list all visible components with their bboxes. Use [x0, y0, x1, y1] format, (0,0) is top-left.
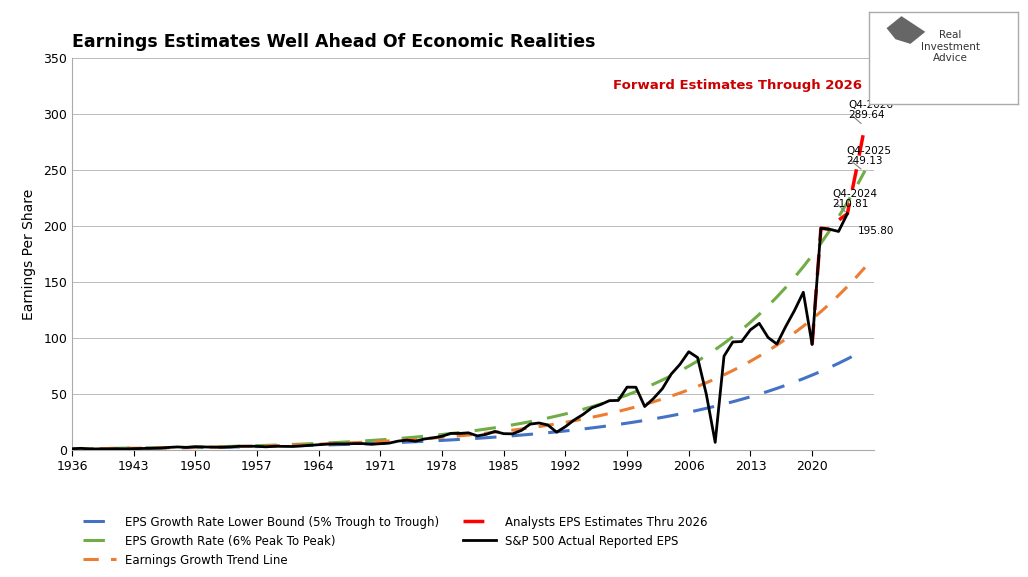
S&P 500 Actual Reported EPS	[172, 444, 184, 451]
Analysts EPS Estimates Thru 2026	[823, 226, 836, 233]
Earnings Growth Trend Line	[162, 444, 175, 451]
EPS Growth Rate (6% Peak To Peak)	[858, 167, 871, 174]
EPS Growth Rate Lower Bound (5% Trough to Trough)	[66, 445, 78, 452]
Text: 289.64: 289.64	[848, 110, 885, 120]
EPS Growth Rate Lower Bound (5% Trough to Trough)	[735, 396, 747, 403]
EPS Growth Rate (6% Peak To Peak)	[251, 442, 263, 449]
Analysts EPS Estimates Thru 2026	[841, 210, 853, 217]
S&P 500 Actual Reported EPS	[83, 445, 96, 452]
Text: Q4-2024: Q4-2024	[833, 189, 877, 198]
Text: Real
Investment
Advice: Real Investment Advice	[921, 30, 980, 63]
Earnings Growth Trend Line	[735, 362, 747, 369]
Analysts EPS Estimates Thru 2026	[858, 122, 871, 129]
EPS Growth Rate (6% Peak To Peak)	[833, 213, 845, 220]
Analysts EPS Estimates Thru 2026	[850, 167, 862, 174]
S&P 500 Actual Reported EPS	[233, 443, 246, 449]
S&P 500 Actual Reported EPS	[471, 432, 483, 439]
Analysts EPS Estimates Thru 2026	[815, 225, 828, 232]
EPS Growth Rate Lower Bound (5% Trough to Trough)	[841, 355, 853, 362]
Earnings Growth Trend Line	[833, 292, 845, 299]
Text: 249.13: 249.13	[846, 156, 883, 166]
S&P 500 Actual Reported EPS	[66, 445, 78, 452]
EPS Growth Rate (6% Peak To Peak)	[841, 199, 853, 206]
EPS Growth Rate Lower Bound (5% Trough to Trough)	[162, 444, 175, 451]
Text: Forward Estimates Through 2026: Forward Estimates Through 2026	[613, 79, 861, 92]
Earnings Growth Trend Line	[268, 442, 281, 449]
Earnings Growth Trend Line	[841, 283, 853, 290]
Line: Analysts EPS Estimates Thru 2026: Analysts EPS Estimates Thru 2026	[812, 125, 865, 344]
Text: Earnings Estimates Well Ahead Of Economic Realities: Earnings Estimates Well Ahead Of Economi…	[72, 32, 595, 51]
EPS Growth Rate Lower Bound (5% Trough to Trough)	[833, 360, 845, 367]
Line: S&P 500 Actual Reported EPS: S&P 500 Actual Reported EPS	[72, 213, 847, 449]
Text: 195.80: 195.80	[858, 226, 894, 235]
Analysts EPS Estimates Thru 2026	[833, 217, 845, 224]
Analysts EPS Estimates Thru 2026	[806, 341, 818, 348]
S&P 500 Actual Reported EPS	[841, 210, 853, 217]
S&P 500 Actual Reported EPS	[762, 334, 774, 341]
Polygon shape	[886, 16, 925, 44]
Earnings Growth Trend Line	[66, 445, 78, 452]
EPS Growth Rate (6% Peak To Peak)	[66, 445, 78, 452]
EPS Growth Rate Lower Bound (5% Trough to Trough)	[268, 443, 281, 449]
EPS Growth Rate (6% Peak To Peak)	[735, 326, 747, 333]
EPS Growth Rate (6% Peak To Peak)	[162, 444, 175, 451]
Y-axis label: Earnings Per Share: Earnings Per Share	[23, 188, 36, 320]
Text: Q4-2026: Q4-2026	[848, 100, 893, 110]
EPS Growth Rate Lower Bound (5% Trough to Trough)	[251, 443, 263, 450]
EPS Growth Rate Lower Bound (5% Trough to Trough)	[858, 346, 871, 353]
Text: Q4-2025: Q4-2025	[846, 146, 891, 156]
Text: 210.81: 210.81	[833, 199, 869, 209]
Legend: EPS Growth Rate Lower Bound (5% Trough to Trough), EPS Growth Rate (6% Peak To P: EPS Growth Rate Lower Bound (5% Trough t…	[78, 511, 712, 571]
S&P 500 Actual Reported EPS	[374, 440, 387, 447]
Line: Earnings Growth Trend Line: Earnings Growth Trend Line	[72, 267, 865, 449]
Line: EPS Growth Rate (6% Peak To Peak): EPS Growth Rate (6% Peak To Peak)	[72, 171, 865, 449]
Earnings Growth Trend Line	[251, 443, 263, 449]
EPS Growth Rate (6% Peak To Peak)	[268, 441, 281, 448]
Earnings Growth Trend Line	[858, 264, 871, 271]
S&P 500 Actual Reported EPS	[154, 445, 167, 452]
Line: EPS Growth Rate Lower Bound (5% Trough to Trough): EPS Growth Rate Lower Bound (5% Trough t…	[72, 350, 865, 449]
